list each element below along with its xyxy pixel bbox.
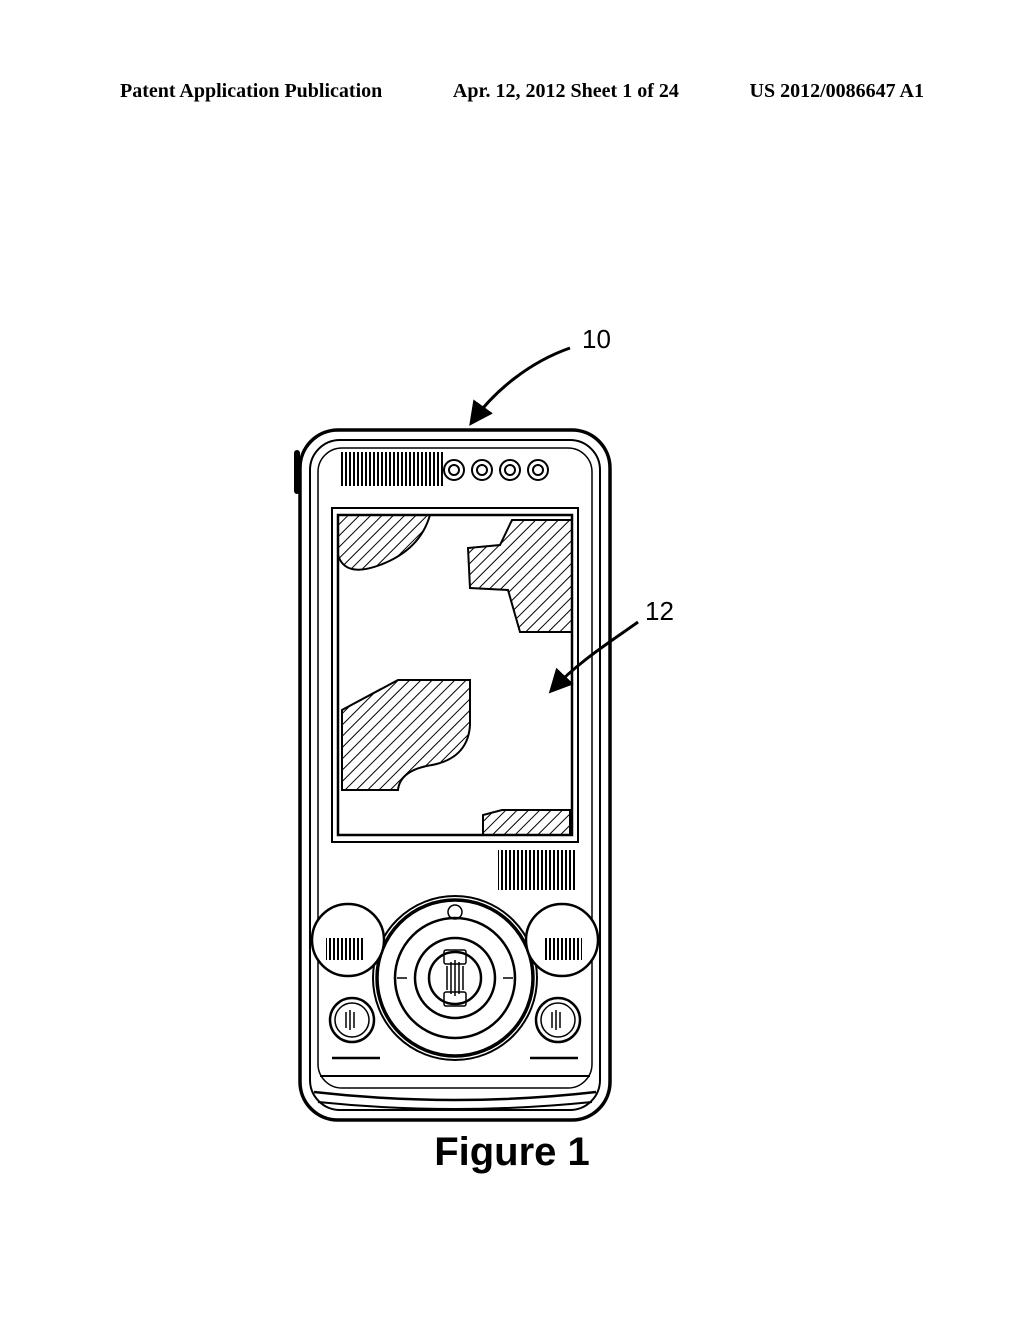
- patent-page: Patent Application Publication Apr. 12, …: [0, 0, 1024, 1320]
- figure-caption: Figure 1: [0, 1130, 1024, 1175]
- figure-1-drawing: 10 12: [0, 150, 1024, 1150]
- header-publication: Patent Application Publication: [120, 80, 382, 103]
- ref-label-12: 12: [645, 596, 674, 626]
- header-date-sheet: Apr. 12, 2012 Sheet 1 of 24: [453, 80, 679, 103]
- ref-label-10: 10: [582, 324, 611, 354]
- header-pub-number: US 2012/0086647 A1: [750, 80, 924, 103]
- page-header: Patent Application Publication Apr. 12, …: [120, 80, 924, 103]
